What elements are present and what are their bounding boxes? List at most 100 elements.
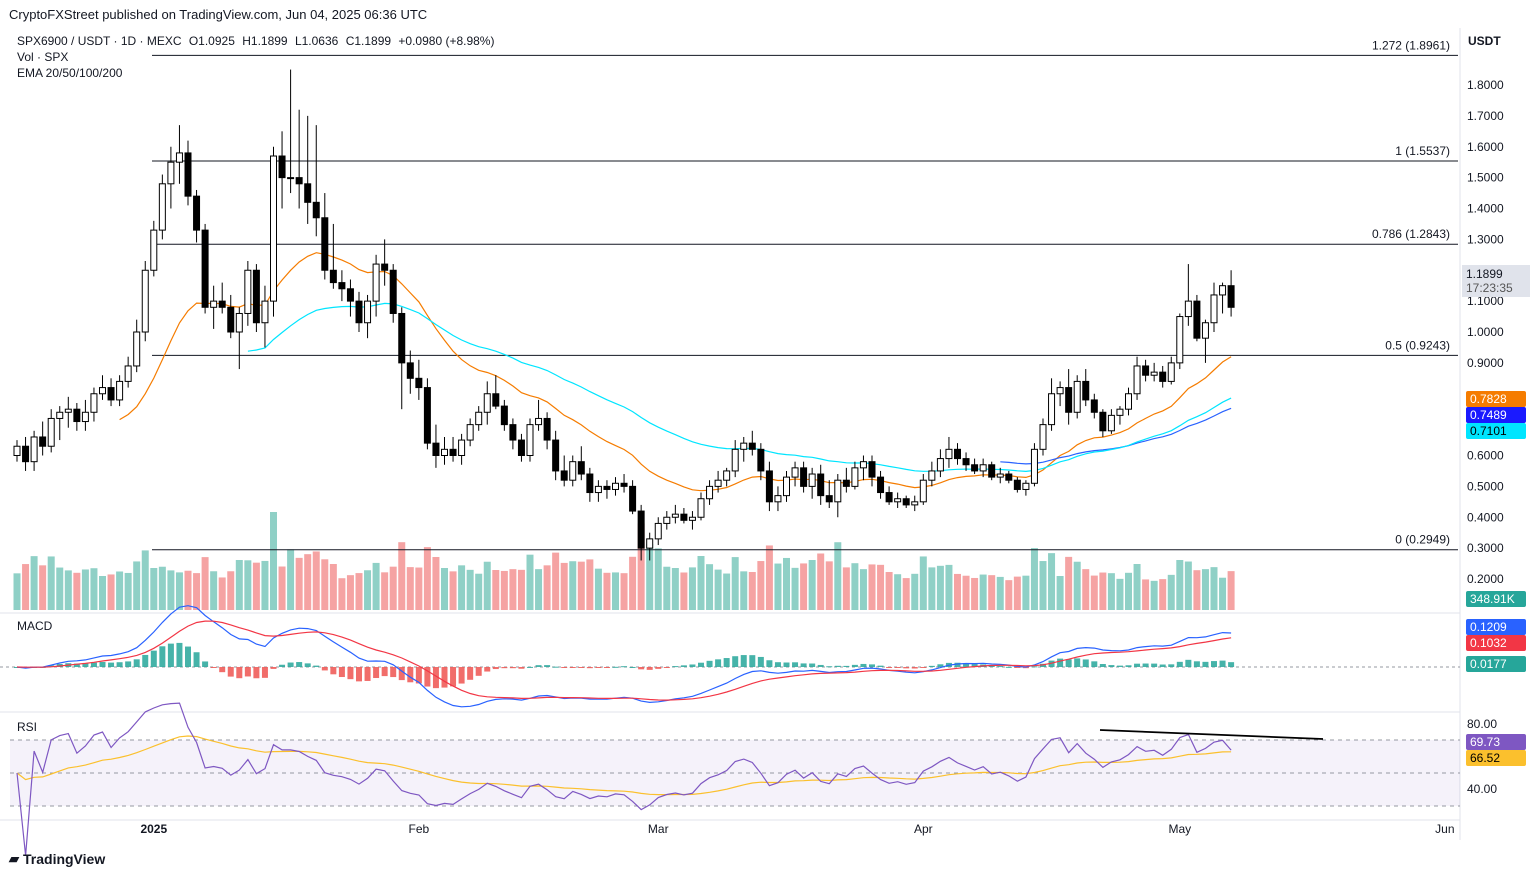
candle-body xyxy=(757,448,765,472)
candle-body xyxy=(432,442,440,456)
candle-body xyxy=(1030,448,1038,484)
tradingview-logo[interactable]: ▰ TradingView xyxy=(9,851,105,867)
macd-histogram-bar xyxy=(646,667,653,670)
macd-histogram-bar xyxy=(937,664,944,667)
macd-histogram-bar xyxy=(236,667,243,679)
candle-body xyxy=(235,312,243,333)
volume-bar xyxy=(1184,561,1192,610)
candle-body xyxy=(312,201,320,219)
candle-body xyxy=(731,448,739,472)
candle-body xyxy=(500,405,508,426)
candle-body xyxy=(449,448,457,457)
macd-histogram-bar xyxy=(1211,661,1217,667)
candle-body xyxy=(295,177,303,185)
macd-histogram-bar xyxy=(911,667,918,669)
candle-body xyxy=(1227,285,1235,308)
macd-histogram-bar xyxy=(920,667,927,668)
candle-body xyxy=(594,485,602,494)
candle-body xyxy=(988,464,996,478)
candle-body xyxy=(603,485,611,490)
volume-bar xyxy=(124,572,132,610)
macd-histogram-bar xyxy=(638,667,645,670)
symbol-legend[interactable]: SPX6900 / USDT · 1D · MEXC O1.0925 H1.18… xyxy=(17,34,498,48)
macd-histogram-bar xyxy=(287,662,294,667)
volume-label: 348.91K xyxy=(1466,591,1526,607)
ema-legend[interactable]: EMA 20/50/100/200 xyxy=(17,66,123,80)
volume-bar xyxy=(577,561,585,610)
macd-histogram-bar xyxy=(261,667,268,678)
volume-bar xyxy=(389,566,397,610)
candle-body xyxy=(1099,411,1107,432)
rsi-line xyxy=(16,702,1232,856)
volume-bar xyxy=(859,569,867,610)
volume-bar xyxy=(287,549,295,610)
rsi-pane xyxy=(16,702,1232,856)
volume-bar xyxy=(235,560,243,610)
candle-body xyxy=(842,479,850,487)
price-tick: 1.4000 xyxy=(1467,202,1504,216)
macd-histogram-bar xyxy=(826,666,833,668)
macd-histogram-bar xyxy=(860,663,867,667)
volume-bar xyxy=(834,542,842,610)
macd-histogram-bar xyxy=(1151,663,1158,667)
macd-histogram-bar xyxy=(304,663,311,667)
time-tick: May xyxy=(1168,822,1191,836)
volume-bar xyxy=(458,565,466,610)
macd-histogram-bar xyxy=(133,659,140,667)
price-tick: 1.0000 xyxy=(1467,325,1504,339)
macd-histogram-bar xyxy=(800,663,807,667)
candle-body xyxy=(663,516,671,524)
currency-label[interactable]: USDT xyxy=(1468,34,1501,48)
macd-histogram-bar xyxy=(398,667,405,681)
macd-histogram-bar xyxy=(809,663,816,667)
volume-bar xyxy=(304,554,312,610)
volume-legend[interactable]: Vol · SPX xyxy=(17,50,69,64)
macd-histogram-bar xyxy=(1065,659,1072,667)
macd-histogram-bar xyxy=(843,665,850,667)
macd-histogram-bar xyxy=(561,667,568,668)
candle-body xyxy=(877,476,885,494)
volume-bar xyxy=(612,572,619,610)
macd-title: MACD xyxy=(17,619,53,633)
macd-histogram-bar xyxy=(792,662,799,667)
time-tick: Mar xyxy=(648,822,669,836)
volume-bar xyxy=(1193,570,1201,610)
candle-body xyxy=(654,522,662,540)
candle-body xyxy=(1193,300,1201,339)
macd-histogram-bar xyxy=(569,667,576,668)
macd-histogram-bar xyxy=(1202,661,1209,667)
candle-body xyxy=(81,411,89,423)
volume-bar xyxy=(270,512,277,610)
change-value: +0.0980 (+8.98%) xyxy=(398,34,495,48)
candle-body xyxy=(569,461,577,481)
candle-body xyxy=(586,473,594,494)
volume-bar xyxy=(535,569,543,610)
volume-bar xyxy=(355,573,363,610)
macd-histogram-bar xyxy=(142,654,149,667)
volume-bar xyxy=(1073,561,1081,610)
candle-body xyxy=(1005,473,1013,481)
volume-bar xyxy=(1125,572,1132,610)
open-value: O1.0925 xyxy=(188,34,235,48)
volume-bar xyxy=(731,557,739,610)
candle-body xyxy=(697,498,705,518)
candle-body xyxy=(381,263,389,271)
volume-bar xyxy=(1159,579,1167,610)
volume-bar xyxy=(1133,564,1141,610)
macd-histogram-bar xyxy=(373,667,380,679)
time-tick: Feb xyxy=(409,822,430,836)
candle-body xyxy=(346,288,354,302)
macd-histogram-bar xyxy=(1005,666,1012,668)
volume-bar xyxy=(774,563,782,610)
candle-body xyxy=(783,476,790,497)
volume-bar xyxy=(1201,569,1209,610)
macd-histogram-bar xyxy=(193,652,200,667)
macd-histogram-bar xyxy=(150,650,157,667)
volume-bar xyxy=(175,572,183,610)
price-tick: 0.6000 xyxy=(1467,449,1504,463)
price-axis: 1.80001.70001.60001.50001.40001.30001.20… xyxy=(1467,78,1504,586)
fib-level-label: 0 (0.2949) xyxy=(1395,533,1450,547)
candle-body xyxy=(133,331,141,367)
volume-bar xyxy=(954,573,961,610)
